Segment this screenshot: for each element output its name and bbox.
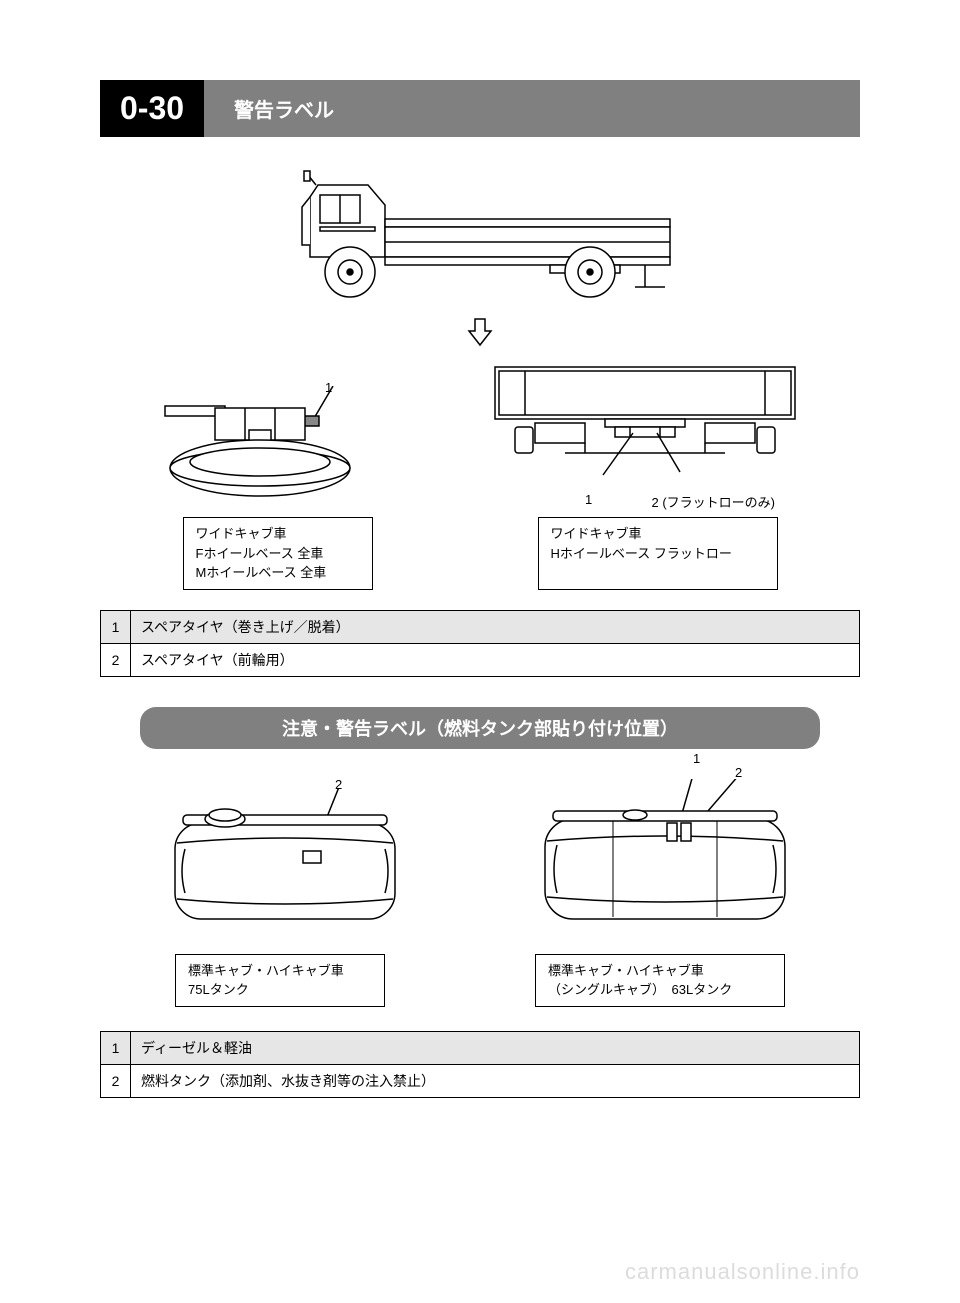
table-row: 2 スペアタイヤ（前輪用） [101, 643, 860, 676]
callout-2-tank-right: 2 [735, 765, 742, 780]
spare-tire-diagram-left: 1 [155, 386, 375, 511]
caption-text: 75Lタンク [188, 980, 372, 1000]
table-cell-text: 燃料タンク（添加剤、水抜き剤等の注入禁止） [131, 1064, 860, 1097]
table-cell-num: 1 [101, 610, 131, 643]
table-cell-text: ディーゼル＆軽油 [131, 1031, 860, 1064]
callout-2-tank-left: 2 [335, 777, 342, 792]
callout-1-tank-right: 1 [693, 751, 700, 766]
truck-side-diagram: 1 [100, 167, 860, 590]
table-cell-num: 2 [101, 643, 131, 676]
legend-table-2: 1 ディーゼル＆軽油 2 燃料タンク（添加剤、水抜き剤等の注入禁止） [100, 1031, 860, 1098]
table-cell-num: 1 [101, 1031, 131, 1064]
callout-1-right: 1 [585, 492, 592, 511]
table-row: 1 ディーゼル＆軽油 [101, 1031, 860, 1064]
truck-illustration [250, 167, 710, 307]
table-cell-text: スペアタイヤ（巻き上げ／脱着） [131, 610, 860, 643]
caption-text: ワイドキャブ車 [551, 524, 765, 544]
header-title: 警告ラベル [204, 80, 860, 137]
legend-table-1: 1 スペアタイヤ（巻き上げ／脱着） 2 スペアタイヤ（前輪用） [100, 610, 860, 677]
page-header: 0-30 警告ラベル [100, 80, 860, 137]
table-row: 2 燃料タンク（添加剤、水抜き剤等の注入禁止） [101, 1064, 860, 1097]
caption-text: 標準キャブ・ハイキャブ車 [188, 961, 372, 981]
watermark-text: carmanualsonline.info [625, 1259, 860, 1285]
callout-1-left: 1 [325, 380, 332, 395]
caption-text: Fホイールベース 全車 [196, 544, 360, 564]
fuel-tank-left: 2 [155, 789, 415, 944]
table-cell-num: 2 [101, 1064, 131, 1097]
spare-tire-diagram-right: 1 2 (フラットローのみ) [485, 357, 805, 511]
fuel-tank-right: 1 2 [525, 779, 805, 944]
caption-right-1: ワイドキャブ車 Hホイールベース フラットロー [538, 517, 778, 590]
caption-tank-right: 標準キャブ・ハイキャブ車 （シングルキャブ） 63Lタンク [535, 954, 785, 1007]
down-arrow-icon [465, 317, 495, 347]
table-cell-text: スペアタイヤ（前輪用） [131, 643, 860, 676]
callout-2-right: 2 (フラットローのみ) [651, 492, 775, 511]
caption-text: Hホイールベース フラットロー [551, 544, 765, 564]
section-header: 注意・警告ラベル（燃料タンク部貼り付け位置） [140, 707, 820, 749]
caption-text: 標準キャブ・ハイキャブ車 [548, 961, 772, 981]
caption-text: ワイドキャブ車 [196, 524, 360, 544]
caption-tank-left: 標準キャブ・ハイキャブ車 75Lタンク [175, 954, 385, 1007]
fuel-tank-diagrams: 2 [100, 779, 860, 944]
caption-text: （シングルキャブ） 63Lタンク [548, 980, 772, 1000]
caption-text: Mホイールベース 全車 [196, 563, 360, 583]
table-row: 1 スペアタイヤ（巻き上げ／脱着） [101, 610, 860, 643]
caption-left-1: ワイドキャブ車 Fホイールベース 全車 Mホイールベース 全車 [183, 517, 373, 590]
page-number: 0-30 [100, 80, 204, 137]
